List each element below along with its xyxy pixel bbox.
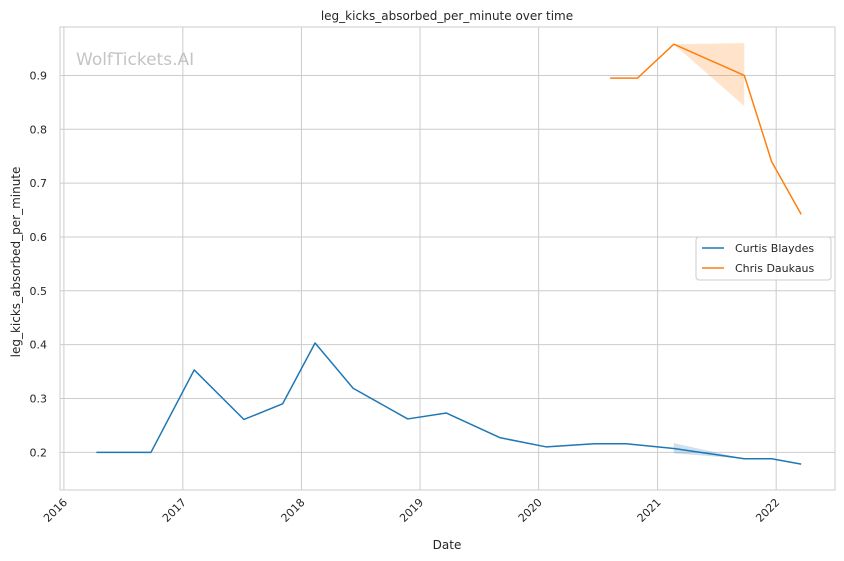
chart-title: leg_kicks_absorbed_per_minute over time [321,9,573,23]
y-tick-label: 0.4 [30,339,48,352]
y-axis-label: leg_kicks_absorbed_per_minute [9,167,23,358]
legend-label: Chris Daukaus [735,262,815,275]
legend-box [695,236,832,281]
series-line [610,43,802,215]
legend-label: Curtis Blaydes [735,242,814,255]
series-line [96,342,802,465]
confidence-band [673,443,745,459]
watermark: WolfTickets.AI [76,50,194,70]
x-axis-label: Date [433,538,462,552]
y-tick-label: 0.5 [30,285,48,298]
y-tick-label: 0.6 [30,231,48,244]
confidence-bands [673,43,745,459]
y-tick-label: 0.3 [30,392,48,405]
y-tick-label: 0.2 [30,446,48,459]
y-tick-label: 0.7 [30,177,48,190]
y-tick-label: 0.9 [30,69,48,82]
confidence-band [673,43,745,107]
legend: Curtis Blaydes Chris Daukaus [695,236,832,281]
y-tick-label: 0.8 [30,123,48,136]
plot-frame [59,26,836,491]
series-lines [96,43,802,465]
y-axis-ticks: 0.2 0.3 0.4 0.5 0.6 0.7 0.8 0.9 [30,69,48,459]
